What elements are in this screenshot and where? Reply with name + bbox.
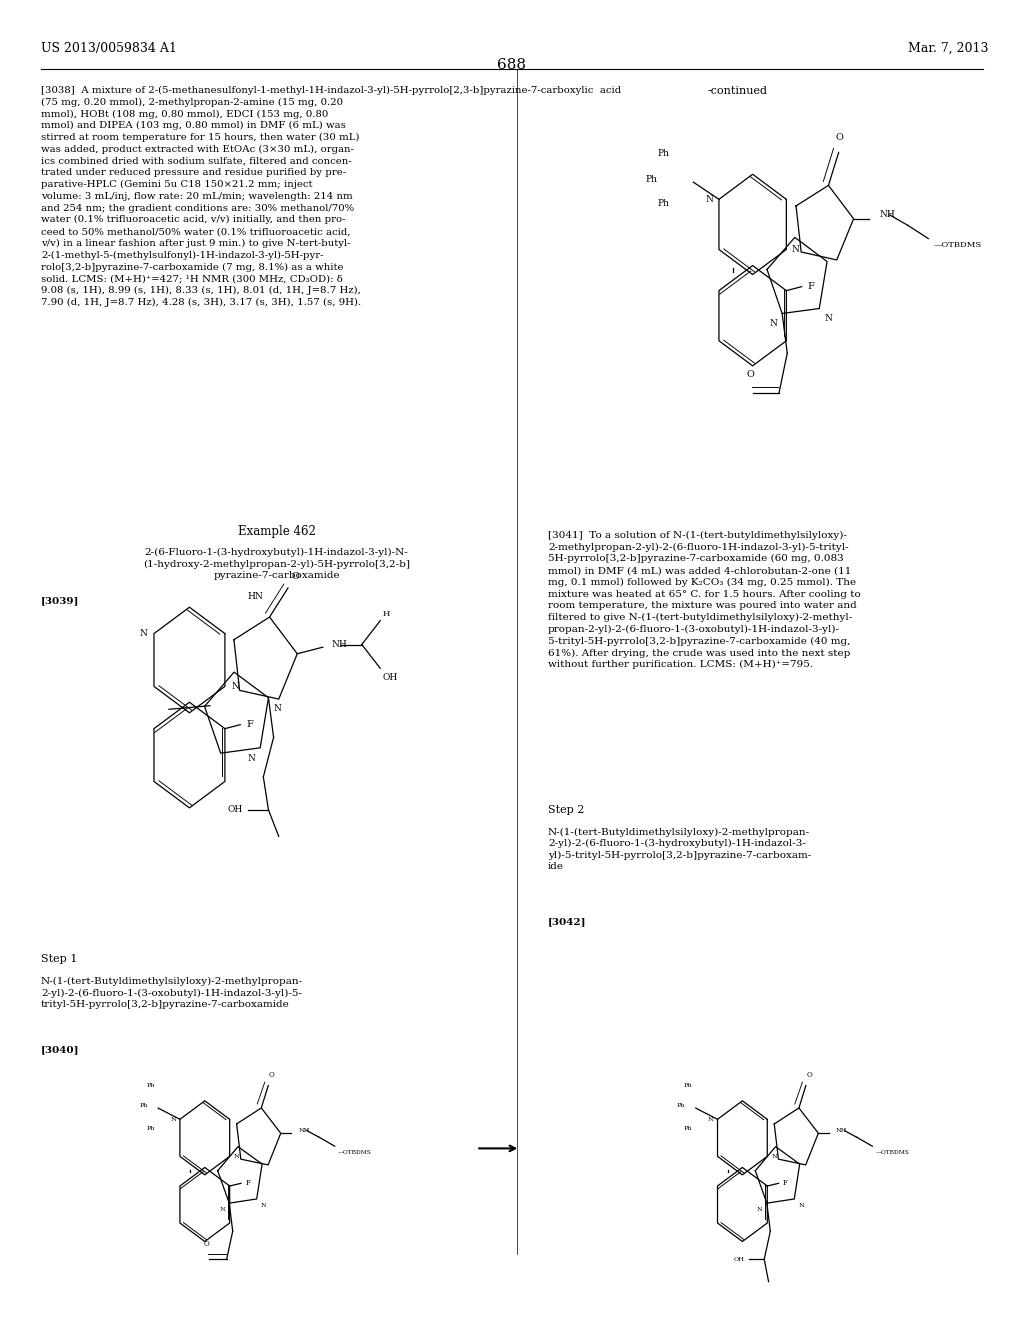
Text: N: N [769,318,777,327]
Text: [3038]  A mixture of 2-(5-methanesulfonyl-1-methyl-1H-indazol-3-yl)-5H-pyrrolo[2: [3038] A mixture of 2-(5-methanesulfonyl… [41,86,622,306]
Text: Ph: Ph [146,1084,155,1088]
Text: [3042]: [3042] [548,917,587,927]
Text: US 2013/0059834 A1: US 2013/0059834 A1 [41,42,177,55]
Text: Ph: Ph [657,149,670,157]
Text: N: N [708,1117,714,1122]
Text: F: F [246,1179,250,1187]
Text: N: N [706,195,714,203]
Text: 2-(6-Fluoro-1-(3-hydroxybutyl)-1H-indazol-3-yl)-N-
(1-hydroxy-2-methylpropan-2-y: 2-(6-Fluoro-1-(3-hydroxybutyl)-1H-indazo… [143,548,410,579]
Text: H: H [382,610,390,618]
Text: Ph: Ph [684,1126,692,1131]
Text: N-(1-(tert-Butyldimethylsilyloxy)-2-methylpropan-
2-yl)-2-(6-fluoro-1-(3-hydroxy: N-(1-(tert-Butyldimethylsilyloxy)-2-meth… [548,828,811,871]
Text: N: N [140,630,147,638]
Text: -continued: -continued [708,86,767,96]
Text: Ph: Ph [139,1104,147,1107]
Text: N: N [261,1203,266,1208]
Text: OH: OH [733,1257,744,1262]
Text: [3041]  To a solution of N-(1-(tert-butyldimethylsilyloxy)-
2-methylpropan-2-yl): [3041] To a solution of N-(1-(tert-butyl… [548,531,860,669]
Text: Step 2: Step 2 [548,805,585,816]
Text: Ph: Ph [684,1084,692,1088]
Text: Mar. 7, 2013: Mar. 7, 2013 [907,42,988,55]
Text: N: N [757,1206,763,1212]
Text: [3039]: [3039] [41,597,79,606]
Text: Step 1: Step 1 [41,954,78,965]
Text: N: N [233,1154,240,1159]
Text: F: F [247,721,253,729]
Text: N: N [771,1154,777,1159]
Text: Ph: Ph [657,199,670,207]
Text: N-(1-(tert-Butyldimethylsilyloxy)-2-methylpropan-
2-yl)-2-(6-fluoro-1-(3-oxobuty: N-(1-(tert-Butyldimethylsilyloxy)-2-meth… [41,977,303,1008]
Text: HN: HN [248,591,263,601]
Text: N: N [273,705,282,713]
Text: O: O [269,1071,274,1078]
Text: NH: NH [331,640,347,649]
Text: NH: NH [836,1129,847,1133]
Text: O: O [291,573,299,581]
Text: O: O [836,133,844,141]
Text: N: N [799,1203,804,1208]
Text: Ph: Ph [677,1104,685,1107]
Text: Ph: Ph [146,1126,155,1131]
Text: NH: NH [880,210,895,219]
Text: OH: OH [227,805,243,814]
Text: N: N [219,1206,225,1212]
Text: OH: OH [382,673,397,682]
Text: —OTBDMS: —OTBDMS [338,1151,372,1155]
Text: NH: NH [298,1129,309,1133]
Text: O: O [746,371,755,379]
Text: 688: 688 [498,58,526,73]
Text: O: O [204,1239,209,1247]
Text: N: N [792,246,800,253]
Text: N: N [824,314,833,323]
Text: N: N [170,1117,176,1122]
Text: —OTBDMS: —OTBDMS [876,1151,909,1155]
Text: Ph: Ph [645,176,657,183]
Text: N: N [247,755,255,763]
Text: —OTBDMS: —OTBDMS [934,242,982,249]
Text: Example 462: Example 462 [238,525,315,539]
Text: F: F [783,1179,787,1187]
Text: [3040]: [3040] [41,1045,80,1055]
Text: O: O [807,1071,812,1078]
Text: N: N [231,682,239,690]
Text: F: F [808,282,815,292]
